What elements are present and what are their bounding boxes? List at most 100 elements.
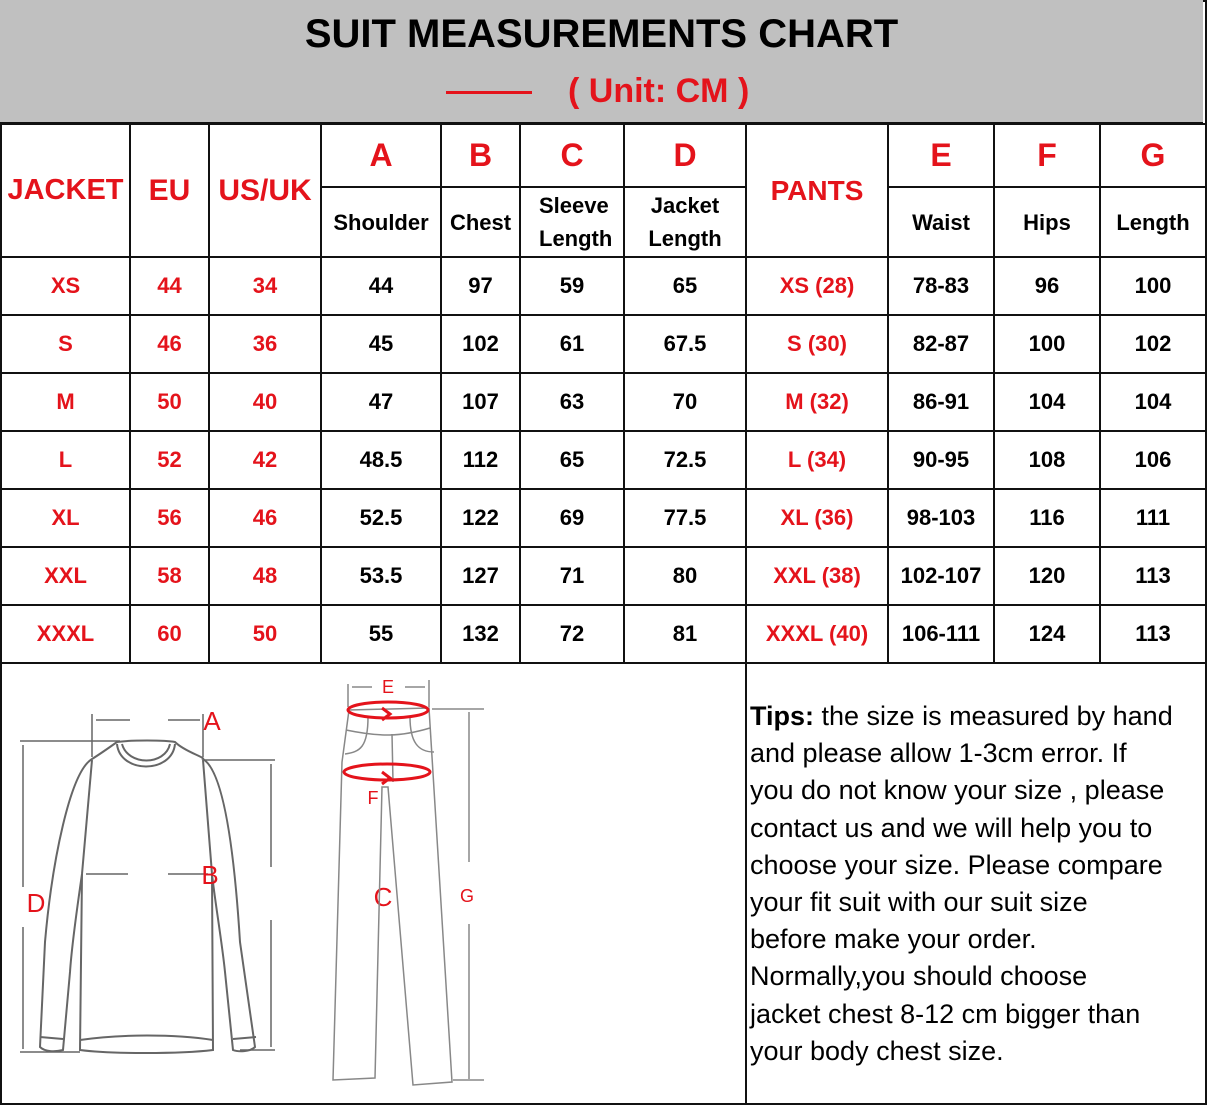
cell-jacket: M — [0, 372, 131, 432]
cell-eu: 56 — [129, 488, 210, 548]
cell-jacket: S — [0, 314, 131, 374]
tips-line: contact us and we will help you to — [750, 812, 1153, 843]
header-letter-d: D — [623, 123, 747, 188]
cell-usuk: 36 — [208, 314, 322, 374]
cell-jacket: XS — [0, 256, 131, 316]
cell-chest: 97 — [440, 256, 521, 316]
label-f: F — [368, 788, 379, 808]
cell-length: 81 — [623, 604, 747, 664]
header-letter-c: C — [519, 123, 625, 188]
cell-plength: 104 — [1099, 372, 1207, 432]
cell-shoulder: 45 — [320, 314, 442, 374]
header-shoulder: Shoulder — [320, 186, 442, 258]
table-row: S 46 36 45 102 61 67.5 S (30) 82-87 100 102 — [0, 314, 1207, 374]
cell-waist: 82-87 — [887, 314, 995, 374]
cell-eu: 44 — [129, 256, 210, 316]
cell-usuk: 46 — [208, 488, 322, 548]
page-title: SUIT MEASUREMENTS CHART — [304, 12, 899, 56]
unit-divider-line — [446, 91, 532, 94]
header-length: Length — [1099, 186, 1207, 258]
cell-shoulder: 48.5 — [320, 430, 442, 490]
header-chest: Chest — [440, 186, 521, 258]
cell-eu: 52 — [129, 430, 210, 490]
cell-chest: 127 — [440, 546, 521, 606]
cell-eu: 46 — [129, 314, 210, 374]
cell-pants: XXL (38) — [745, 546, 889, 606]
cell-waist: 102-107 — [887, 546, 995, 606]
cell-waist: 90-95 — [887, 430, 995, 490]
cell-sleeve: 61 — [519, 314, 625, 374]
cell-length: 80 — [623, 546, 747, 606]
label-g: G — [460, 886, 474, 906]
cell-hips: 100 — [993, 314, 1101, 374]
cell-chest: 112 — [440, 430, 521, 490]
header-sleeve-length: Sleeve Length — [519, 186, 625, 258]
cell-hips: 116 — [993, 488, 1101, 548]
cell-pants: S (30) — [745, 314, 889, 374]
cell-usuk: 50 — [208, 604, 322, 664]
cell-pants: XS (28) — [745, 256, 889, 316]
pants-measure-loops — [342, 700, 432, 786]
header-waist: Waist — [887, 186, 995, 258]
header-letter-e: E — [887, 123, 995, 188]
cell-sleeve: 71 — [519, 546, 625, 606]
cell-jacket: XL — [0, 488, 131, 548]
cell-plength: 113 — [1099, 546, 1207, 606]
cell-usuk: 48 — [208, 546, 322, 606]
tips-line: your fit suit with our suit size — [750, 887, 1088, 918]
size-table: JACKET EU US/UK A B C D PANTS E F G Shou… — [0, 123, 1207, 664]
cell-plength: 113 — [1099, 604, 1207, 664]
header-subrow: Shoulder Chest Sleeve Length Jacket Leng… — [1, 186, 1207, 258]
cell-shoulder: 53.5 — [320, 546, 442, 606]
cell-shoulder: 47 — [320, 372, 442, 432]
cell-hips: 96 — [993, 256, 1101, 316]
tips-line: you do not know your size , please — [750, 775, 1165, 806]
label-b: B — [201, 860, 218, 890]
garment-illustration: A B C D E F G — [20, 677, 484, 1086]
cell-chest: 102 — [440, 314, 521, 374]
header-row: JACKET EU US/UK A B C D PANTS E F G — [0, 123, 1207, 258]
header-letter-f: F — [993, 123, 1101, 188]
tips-heading: Tips: — [750, 701, 815, 731]
cell-length: 72.5 — [623, 430, 747, 490]
label-a: A — [203, 706, 221, 736]
cell-eu: 58 — [129, 546, 210, 606]
cell-usuk: 42 — [208, 430, 322, 490]
tips-line: before make your order. — [750, 924, 1037, 955]
header-jacket-length: Jacket Length — [623, 186, 747, 258]
tips-line: jacket chest 8-12 cm bigger than — [750, 998, 1141, 1029]
header-eu: EU — [129, 123, 210, 258]
cell-eu: 50 — [129, 372, 210, 432]
unit-label: ( Unit: CM ) — [568, 72, 750, 110]
cell-plength: 102 — [1099, 314, 1207, 374]
cell-shoulder: 44 — [320, 256, 442, 316]
cell-plength: 100 — [1099, 256, 1207, 316]
tips-line: and please allow 1-3cm error. If — [750, 738, 1127, 769]
cell-length: 65 — [623, 256, 747, 316]
cell-eu: 60 — [129, 604, 210, 664]
label-e: E — [382, 677, 394, 697]
cell-sleeve: 69 — [519, 488, 625, 548]
cell-shoulder: 52.5 — [320, 488, 442, 548]
cell-plength: 106 — [1099, 430, 1207, 490]
header-usuk: US/UK — [208, 123, 322, 258]
table-row: M 50 40 47 107 63 70 M (32) 86-91 104 104 — [0, 372, 1207, 432]
header-letter-a: A — [320, 123, 442, 188]
cell-usuk: 34 — [208, 256, 322, 316]
cell-chest: 107 — [440, 372, 521, 432]
cell-pants: M (32) — [745, 372, 889, 432]
measurement-diagram: A B C D E F G — [0, 662, 747, 1103]
cell-chest: 122 — [440, 488, 521, 548]
cell-hips: 120 — [993, 546, 1101, 606]
header-letter-g: G — [1099, 123, 1207, 188]
tips-line: Tips: the size is measured by hand — [750, 698, 1205, 735]
cell-pants: XL (36) — [745, 488, 889, 548]
label-d: D — [27, 888, 46, 918]
cell-hips: 124 — [993, 604, 1101, 664]
cell-length: 70 — [623, 372, 747, 432]
cell-hips: 108 — [993, 430, 1101, 490]
tips-line: choose your size. Please compare — [750, 849, 1163, 880]
table-row: XXL 58 48 53.5 127 71 80 XXL (38) 102-107 120 113 — [0, 546, 1207, 606]
tips-line: your body chest size. — [750, 1035, 1004, 1066]
header-jacket: JACKET — [0, 123, 131, 258]
